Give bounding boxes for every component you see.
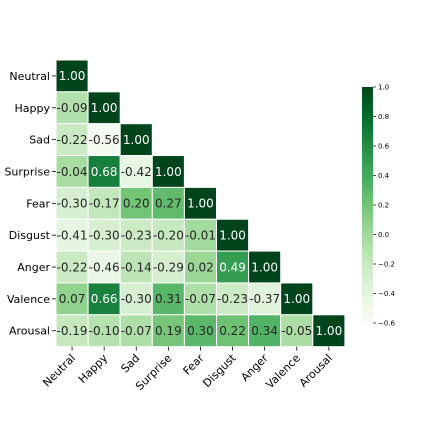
heatmap-cell (87, 186, 121, 220)
cell-value-label: 0.49 (219, 260, 246, 274)
cell-value-label: -0.30 (57, 197, 88, 211)
cell-value-label: -0.05 (281, 324, 312, 338)
heatmap-cell (216, 218, 250, 252)
cell-value-label: -0.17 (89, 197, 120, 211)
cell-value-label: 0.27 (155, 197, 182, 211)
cell-value-label: -0.41 (57, 228, 88, 242)
cell-value-label: 1.00 (123, 133, 150, 147)
cell-value-label: 0.34 (251, 324, 278, 338)
cell-value-label: 0.07 (59, 292, 86, 306)
x-tick-label: Fear (181, 351, 207, 377)
cell-value-label: -0.07 (185, 292, 216, 306)
cell-value-label: -0.14 (121, 260, 152, 274)
y-tick-label: Valence (7, 293, 50, 306)
colorbar-tick-label: 0.4 (378, 172, 390, 180)
cell-value-label: 1.00 (187, 197, 214, 211)
cell-value-label: -0.09 (57, 101, 88, 115)
x-tick-label: Happy (76, 351, 111, 386)
cell-value-label: 1.00 (91, 101, 118, 115)
cell-value-label: -0.46 (89, 260, 120, 274)
y-tick-labels: Neutral Happy Sad Surprise Fear Disgust Anger V… (4, 70, 56, 338)
cell-value-label: -0.19 (57, 324, 88, 338)
y-tick-label: Anger (17, 261, 50, 274)
cell-value-label: 0.19 (155, 324, 182, 338)
cell-value-label: -0.22 (57, 133, 88, 147)
heatmap-cell (183, 218, 217, 252)
cell-value-label: 0.30 (187, 324, 214, 338)
cell-value-label: -0.56 (89, 133, 120, 147)
colorbar-tick-label: 0.2 (378, 202, 389, 210)
colorbar: −0.6 −0.4 −0.2 0.0 0.2 0.4 0.6 0.8 1.0 (362, 84, 396, 328)
heatmap-cell (119, 123, 153, 157)
heatmap-cells: 1.00-0.09 1.00-0.22 -0.56 1.00-0.04 0.68 -0.4… (55, 59, 346, 348)
cell-value-label: -0.22 (57, 260, 88, 274)
cell-value-label: -0.42 (121, 165, 152, 179)
cell-value-label: -0.29 (153, 260, 184, 274)
heatmap-cell (312, 314, 346, 348)
colorbar-tick-label: 0.0 (378, 231, 389, 239)
y-tick-label: Fear (26, 197, 50, 210)
colorbar-gradient (362, 87, 373, 323)
cell-value-label: 1.00 (251, 260, 278, 274)
y-tick-label: Neutral (9, 70, 50, 83)
heatmap-cell (55, 91, 89, 125)
colorbar-tick-label: 1.0 (378, 84, 389, 92)
cell-value-label: 0.02 (187, 260, 214, 274)
x-tick-label: Neutral (40, 352, 78, 390)
x-tick-label: Disgust (200, 351, 239, 390)
heatmap-cell (151, 218, 185, 252)
y-tick-label: Arousal (9, 325, 50, 338)
cell-value-label: 0.66 (91, 292, 118, 306)
cell-value-label: 0.68 (91, 165, 118, 179)
cell-value-label: 1.00 (219, 228, 246, 242)
y-tick-label: Surprise (4, 165, 50, 178)
heatmap-cell (87, 218, 121, 252)
cell-value-label: -0.23 (217, 292, 248, 306)
heatmap-cell (119, 282, 153, 316)
cell-value-label: 1.00 (283, 292, 310, 306)
cell-value-label: 1.00 (155, 165, 182, 179)
colorbar-tick-label: 0.8 (378, 113, 389, 121)
colorbar-tick-label: −0.2 (378, 261, 395, 269)
heatmap-cell (87, 155, 121, 188)
cell-value-label: 0.22 (219, 324, 246, 338)
cell-value-label: 1.00 (315, 324, 342, 338)
y-tick-label: Sad (29, 134, 50, 147)
cell-value-label: -0.23 (121, 228, 152, 242)
heatmap-cell (216, 314, 250, 348)
cell-value-label: -0.10 (89, 324, 120, 338)
cell-value-label: -0.30 (121, 292, 152, 306)
cell-value-label: -0.04 (57, 165, 88, 179)
y-tick-label: Disgust (9, 229, 51, 242)
cell-value-label: 0.20 (123, 197, 150, 211)
cell-value-label: -0.30 (89, 228, 120, 242)
x-tick-label: Valence (263, 351, 303, 391)
cell-value-label: -0.07 (121, 324, 152, 338)
heatmap-cell (151, 155, 185, 188)
x-tick-label: Arousal (297, 352, 335, 390)
heatmap-cell (55, 282, 89, 316)
heatmap-cell (55, 314, 89, 348)
x-tick-label: Surprise (133, 351, 175, 393)
colorbar-tick-label: 0.6 (378, 143, 390, 151)
heatmap-cell (280, 282, 314, 316)
heatmap-cell (55, 250, 89, 284)
heatmap-cell (151, 186, 185, 220)
colorbar-tick-label: −0.4 (378, 290, 396, 298)
cell-value-label: -0.20 (153, 228, 184, 242)
cell-value-label: -0.01 (185, 228, 216, 242)
cell-value-label: -0.37 (249, 292, 280, 306)
heatmap-cell (216, 250, 250, 284)
y-tick-label: Happy (15, 102, 51, 115)
colorbar-tick-label: −0.6 (378, 320, 396, 328)
x-tick-label: Sad (119, 352, 143, 376)
cell-value-label: 0.31 (155, 292, 182, 306)
cell-value-label: 1.00 (59, 69, 86, 83)
heatmap-cell (87, 250, 121, 284)
